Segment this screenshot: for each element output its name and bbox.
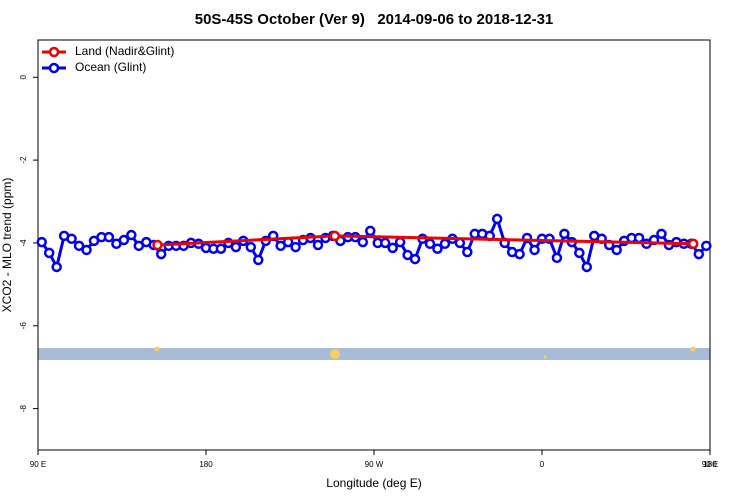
data-point (66, 233, 77, 245)
chart-title: 50S-45S October (Ver 9) 2014-09-06 to 20… (195, 11, 554, 28)
data-point (73, 240, 85, 252)
strip-dot (543, 355, 547, 359)
data-point (155, 248, 167, 260)
strip-dot (154, 346, 160, 352)
data-point (51, 261, 62, 273)
data-point (402, 249, 413, 261)
x-tick-label: 180 (703, 460, 717, 469)
data-point (529, 244, 540, 256)
strip-dot (690, 346, 696, 352)
data-point (81, 244, 92, 256)
data-point (633, 232, 645, 244)
data-point (126, 229, 137, 241)
data-point (693, 248, 705, 260)
data-point (424, 238, 436, 250)
legend-label: Land (Nadir&Glint) (75, 44, 174, 58)
y-tick-label: -8 (19, 404, 28, 412)
data-point (152, 239, 163, 251)
legend-marker (48, 62, 60, 74)
x-tick-label: 90 W (365, 460, 384, 469)
data-point (432, 243, 443, 254)
y-tick-label: -6 (19, 322, 28, 330)
x-tick-label: 90 E (30, 460, 46, 469)
data-point (462, 246, 473, 258)
data-point (230, 241, 242, 253)
data-point (559, 228, 570, 240)
x-axis-label: Longitude (deg E) (326, 476, 421, 490)
y-tick-label: -2 (19, 156, 28, 164)
data-point (611, 244, 622, 256)
data-point (491, 213, 503, 225)
data-point (701, 240, 712, 252)
data-point (365, 225, 376, 237)
data-point (43, 247, 55, 259)
y-axis-label: XCO2 - MLO trend (ppm) (0, 178, 14, 313)
data-point (514, 248, 525, 260)
data-point (581, 261, 593, 273)
data-point (36, 236, 47, 248)
data-point (387, 242, 398, 254)
data-point (574, 247, 585, 259)
data-point (245, 241, 257, 253)
data-point (118, 234, 130, 246)
data-point (379, 237, 391, 249)
data-point (551, 252, 563, 264)
data-point (290, 241, 301, 253)
data-point (103, 231, 115, 243)
data-point (329, 230, 341, 242)
data-point (357, 236, 369, 248)
data-point (409, 253, 421, 265)
x-tick-label: 90 E (702, 460, 718, 469)
x-tick-label: 0 (540, 460, 545, 469)
strip-dot (330, 349, 340, 359)
x-tick-label: 180 (199, 460, 213, 469)
data-point (312, 239, 324, 251)
legend-label: Ocean (Glint) (75, 60, 146, 74)
data-point (253, 254, 264, 266)
data-point (656, 228, 667, 240)
data-point (215, 243, 227, 254)
y-tick-label: -4 (19, 239, 28, 247)
y-tick-label: 0 (19, 74, 28, 79)
data-point (394, 236, 406, 248)
surface-strip (38, 348, 710, 360)
legend-marker (48, 46, 60, 58)
data-point (687, 238, 699, 250)
